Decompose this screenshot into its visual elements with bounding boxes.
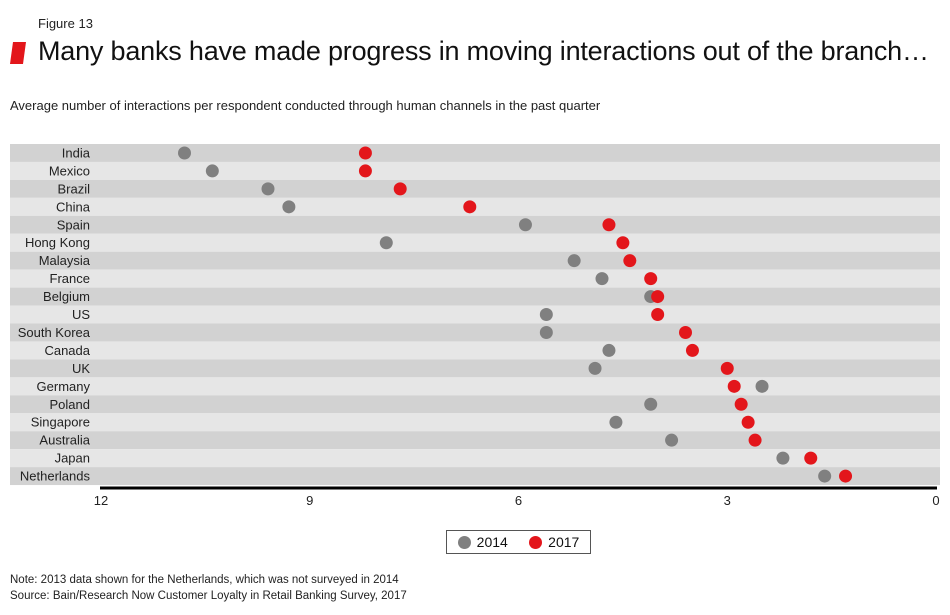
data-point-2017 [616, 236, 630, 250]
category-label: India [62, 145, 91, 160]
source-note: Source: Bain/Research Now Customer Loyal… [10, 590, 407, 602]
category-label: Netherlands [20, 469, 91, 484]
row-band [10, 233, 940, 252]
data-point-2014 [665, 433, 679, 447]
row-band [10, 323, 940, 342]
data-point-2017 [720, 361, 734, 375]
x-tick-label: 9 [306, 493, 313, 508]
category-label: US [72, 307, 90, 322]
row-band [10, 251, 940, 270]
x-tick-label: 6 [515, 493, 522, 508]
legend: 2014 2017 [446, 530, 591, 554]
chart-subtitle: Average number of interactions per respo… [10, 98, 601, 113]
chart-title: Many banks have made progress in moving … [38, 36, 929, 66]
category-label: Singapore [31, 415, 90, 430]
row-band [10, 467, 940, 486]
data-point-2014 [588, 361, 602, 375]
data-point-2014 [609, 415, 623, 429]
title-accent-mark [10, 42, 26, 64]
legend-marker-2017 [529, 535, 543, 549]
data-point-2014 [178, 146, 191, 160]
data-point-2017 [741, 415, 755, 429]
data-point-2014 [261, 182, 275, 196]
category-label: China [56, 199, 91, 214]
data-point-2017 [393, 182, 407, 196]
row-band [10, 215, 940, 234]
category-label: Hong Kong [25, 235, 90, 250]
category-label: Malaysia [39, 253, 91, 268]
category-label: Poland [50, 397, 90, 412]
row-band [10, 287, 940, 306]
data-point-2014 [595, 272, 609, 286]
row-band [10, 413, 940, 432]
data-point-2014 [282, 200, 296, 214]
row-band [10, 341, 940, 360]
x-tick-label: 0 [932, 493, 939, 508]
data-point-2014 [602, 343, 616, 357]
data-point-2014 [539, 308, 553, 322]
legend-item-2017: 2017 [529, 534, 579, 550]
data-point-2014 [755, 379, 769, 393]
legend-label-2014: 2014 [476, 534, 508, 550]
footnote: Note: 2013 data shown for the Netherland… [10, 574, 399, 586]
data-point-2017 [748, 433, 762, 447]
category-label: Mexico [49, 163, 90, 178]
x-tick-label: 12 [94, 493, 108, 508]
row-band [10, 377, 940, 396]
row-band [10, 359, 940, 378]
row-band [10, 449, 940, 468]
data-point-2017 [651, 308, 665, 322]
row-band [10, 144, 940, 162]
category-label: Germany [37, 379, 91, 394]
data-point-2014 [818, 469, 832, 483]
row-band [10, 269, 940, 288]
data-point-2017 [679, 325, 692, 339]
category-label: South Korea [18, 325, 91, 340]
x-tick-label: 3 [724, 493, 731, 508]
dot-plot-chart: India Mexico Brazil China Spain Hong Kong Mala… [10, 144, 940, 508]
row-band [10, 395, 940, 414]
data-point-2017 [685, 343, 699, 357]
category-label: Australia [39, 433, 90, 448]
category-label: Spain [57, 217, 90, 232]
data-point-2017 [623, 254, 637, 268]
data-point-2017 [358, 146, 372, 160]
row-band [10, 161, 940, 180]
data-point-2017 [839, 469, 853, 483]
category-label: Japan [55, 451, 90, 466]
data-point-2017 [644, 272, 658, 286]
data-point-2014 [205, 164, 219, 178]
data-point-2014 [539, 325, 553, 339]
data-point-2017 [734, 397, 748, 411]
legend-label-2017: 2017 [548, 534, 580, 550]
data-point-2017 [727, 379, 741, 393]
category-label: Brazil [57, 181, 90, 196]
data-point-2014 [518, 218, 532, 232]
row-band [10, 179, 940, 198]
data-point-2017 [804, 451, 818, 465]
category-label: UK [72, 361, 90, 376]
category-label: Canada [44, 343, 90, 358]
legend-item-2014: 2014 [457, 534, 508, 550]
data-point-2014 [644, 397, 658, 411]
row-band [10, 305, 940, 324]
category-label: France [50, 271, 90, 286]
data-point-2017 [463, 200, 477, 214]
data-point-2014 [567, 254, 581, 268]
category-label: Belgium [43, 289, 90, 304]
data-point-2014 [776, 451, 790, 465]
data-point-2014 [379, 236, 393, 250]
legend-marker-2014 [457, 535, 471, 549]
data-point-2017 [651, 290, 665, 304]
row-band [10, 431, 940, 450]
data-point-2017 [602, 218, 616, 232]
figure-label: Figure 13 [38, 16, 93, 31]
data-point-2017 [358, 164, 372, 178]
